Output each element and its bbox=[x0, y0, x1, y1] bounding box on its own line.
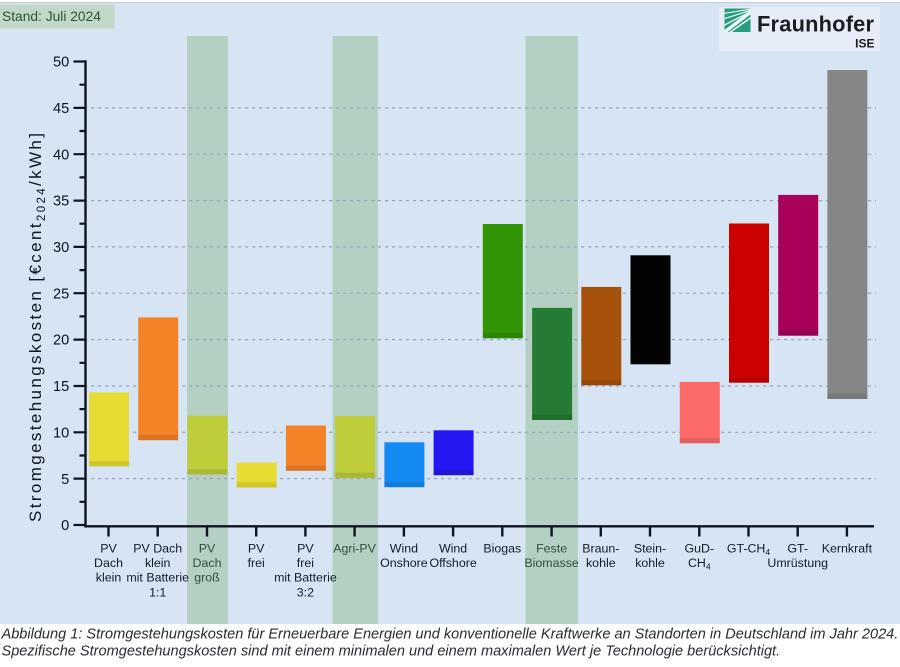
svg-text:Spezifische Stromgestehungskos: Spezifische Stromgestehungskosten sind m… bbox=[2, 643, 781, 659]
svg-text:Kernkraft: Kernkraft bbox=[822, 541, 873, 555]
svg-text:Onshore: Onshore bbox=[380, 556, 428, 570]
svg-text:20: 20 bbox=[53, 333, 69, 349]
svg-text:1:1: 1:1 bbox=[149, 585, 166, 599]
svg-text:Feste: Feste bbox=[536, 541, 567, 555]
svg-text:15: 15 bbox=[53, 379, 69, 395]
svg-text:Wind: Wind bbox=[439, 541, 467, 555]
svg-text:PV: PV bbox=[297, 541, 314, 555]
svg-text:Fraunhofer: Fraunhofer bbox=[757, 12, 875, 37]
svg-text:Stand: Juli 2024: Stand: Juli 2024 bbox=[2, 9, 101, 24]
svg-text:0: 0 bbox=[61, 518, 69, 534]
svg-text:Offshore: Offshore bbox=[429, 556, 476, 570]
svg-text:PV: PV bbox=[100, 541, 117, 555]
svg-text:PV Dach: PV Dach bbox=[133, 541, 182, 555]
svg-text:30: 30 bbox=[53, 240, 69, 256]
svg-text:ISE: ISE bbox=[855, 37, 874, 51]
svg-text:frei: frei bbox=[297, 556, 314, 570]
svg-text:Biomasse: Biomasse bbox=[524, 556, 579, 570]
svg-text:GuD-: GuD- bbox=[684, 541, 714, 555]
svg-text:45: 45 bbox=[53, 101, 69, 117]
svg-text:Abbildung 1: Stromgestehungsko: Abbildung 1: Stromgestehungskosten für E… bbox=[1, 627, 899, 643]
svg-text:GT-: GT- bbox=[787, 541, 808, 555]
svg-text:50: 50 bbox=[53, 55, 69, 71]
svg-text:klein: klein bbox=[145, 556, 171, 570]
svg-text:Wind: Wind bbox=[390, 541, 418, 555]
svg-text:Dach: Dach bbox=[94, 556, 123, 570]
svg-text:Agri-PV: Agri-PV bbox=[333, 541, 376, 555]
svg-text:kohle: kohle bbox=[586, 556, 616, 570]
svg-text:Braun-: Braun- bbox=[582, 541, 619, 555]
svg-text:CH4: CH4 bbox=[688, 556, 711, 572]
svg-text:Stein-: Stein- bbox=[634, 541, 666, 555]
svg-text:Umrüstung: Umrüstung bbox=[767, 556, 828, 570]
svg-text:kohle: kohle bbox=[635, 556, 665, 570]
svg-text:mit Batterie: mit Batterie bbox=[274, 571, 337, 585]
svg-text:3:2: 3:2 bbox=[297, 585, 314, 599]
svg-text:PV: PV bbox=[199, 541, 216, 555]
svg-text:35: 35 bbox=[53, 194, 69, 210]
svg-text:5: 5 bbox=[61, 472, 69, 488]
svg-text:mit Batterie: mit Batterie bbox=[126, 571, 189, 585]
svg-text:frei: frei bbox=[248, 556, 265, 570]
svg-text:groß: groß bbox=[194, 571, 220, 585]
svg-text:PV: PV bbox=[248, 541, 265, 555]
svg-text:Biogas: Biogas bbox=[483, 541, 521, 555]
svg-text:25: 25 bbox=[53, 286, 69, 302]
svg-text:GT-CH4: GT-CH4 bbox=[727, 541, 771, 557]
svg-text:40: 40 bbox=[53, 147, 69, 163]
svg-text:10: 10 bbox=[53, 425, 69, 441]
svg-text:Dach: Dach bbox=[193, 556, 222, 570]
svg-text:klein: klein bbox=[96, 571, 122, 585]
